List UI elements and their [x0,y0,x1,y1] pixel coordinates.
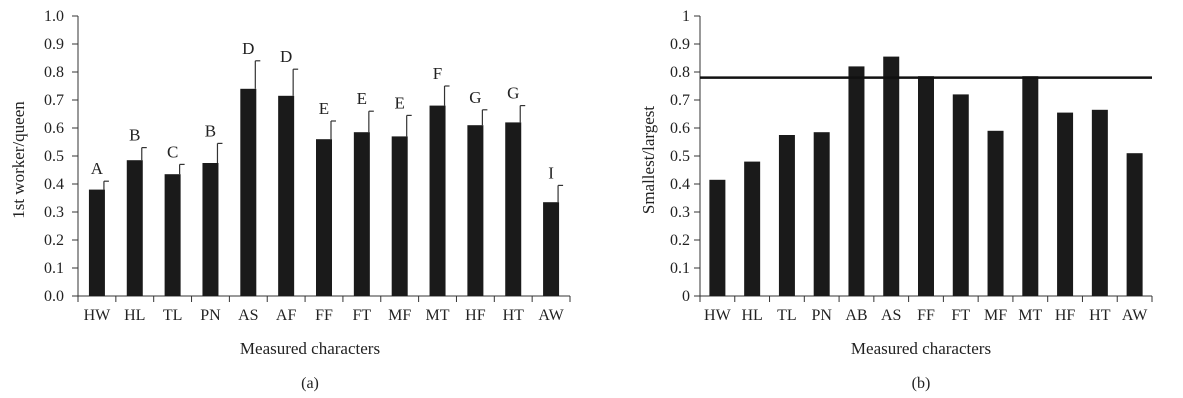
bar-b [848,66,865,297]
bar-a [164,174,181,296]
bar-a [240,88,257,296]
bar-b [952,94,969,297]
y-tick-label-b: 0.1 [670,260,690,277]
y-tick-label-a: 0.3 [44,204,64,221]
y-tick-label-b: 0.5 [670,148,690,165]
bar-a [278,95,295,296]
y-tick-label-b: 0.6 [670,120,690,137]
y-tick-label-a: 0.4 [44,176,64,193]
y-tick-label-b: 1 [682,8,690,25]
x-tick-label-a: HF [465,307,486,324]
bar-a [316,139,332,296]
x-tick-label-b: MF [984,307,1007,324]
x-tick-label-a: HW [84,307,112,324]
x-tick-label-a: HT [503,307,525,324]
y-tick-label-b: 0.4 [670,176,690,193]
y-tick-label-b: 0.9 [670,36,690,53]
x-tick-label-a: AS [238,307,258,324]
bar-b [1022,76,1039,296]
y-tick-label-b: 0.8 [670,64,690,81]
significance-label-a: C [167,142,178,161]
bar-a [88,189,105,296]
bar-a [543,202,560,296]
x-tick-label-b: FF [917,307,935,324]
y-tick-label-a: 0.1 [44,260,64,277]
chart-panel-b: Smallest/largest Measured characters (b)… [639,8,1153,392]
x-tick-label-b: HT [1089,307,1111,324]
x-tick-label-b: AW [1122,307,1148,324]
panel-caption-b: (b) [912,375,931,392]
x-tick-label-b: HW [704,307,732,324]
y-tick-label-a: 0.0 [44,288,64,305]
significance-label-a: D [280,47,292,66]
y-tick-label-b: 0.7 [670,92,690,109]
bar-a [353,132,370,296]
bar-b [709,179,726,296]
panel-caption-a: (a) [301,375,319,392]
bar-b [883,56,900,296]
significance-label-a: I [548,163,554,182]
x-tick-label-b: FT [951,307,970,324]
bar-a [505,122,522,297]
significance-label-a: E [319,99,329,118]
x-tick-label-b: HF [1055,307,1076,324]
x-tick-label-b: TL [777,307,797,324]
significance-label-a: B [205,121,216,140]
y-tick-label-a: 0.6 [44,120,64,137]
y-tick-label-a: 0.7 [44,92,64,109]
bar-b [744,161,761,296]
bar-a [429,105,446,296]
significance-label-a: D [242,39,254,58]
x-tick-label-a: MT [426,307,450,324]
significance-label-a: F [433,64,442,83]
bar-b [918,76,934,296]
bar-b [1091,109,1108,296]
bar-b [813,132,830,296]
x-tick-label-a: AW [538,307,564,324]
significance-label-a: G [469,88,481,107]
y-tick-label-a: 1.0 [44,8,64,25]
significance-label-a: E [394,93,404,112]
y-axis-title-b: Smallest/largest [639,106,658,215]
x-axis-title-a: Measured characters [240,339,380,358]
significance-label-a: A [91,159,104,178]
y-axis-title-a: 1st worker/queen [9,101,28,219]
x-tick-label-a: AF [276,307,297,324]
x-tick-label-b: HL [741,307,762,324]
bar-b [1057,112,1074,296]
x-axis-title-b: Measured characters [851,339,991,358]
bar-a [391,136,408,296]
x-tick-label-b: PN [811,307,832,324]
x-tick-label-a: FT [353,307,372,324]
y-tick-label-b: 0 [682,288,690,305]
x-tick-label-a: TL [163,307,183,324]
y-tick-label-b: 0.3 [670,204,690,221]
bar-b [778,135,795,296]
bar-a [467,125,484,296]
y-tick-label-a: 0.9 [44,36,64,53]
significance-label-a: G [507,84,519,103]
significance-label-a: B [129,126,140,145]
significance-label-a: E [357,89,367,108]
x-tick-label-b: AB [845,307,867,324]
x-tick-label-a: MF [388,307,411,324]
x-tick-label-a: HL [124,307,145,324]
chart-panel-a: 1st worker/queen Measured characters (a)… [9,8,571,392]
x-tick-label-a: FF [315,307,333,324]
bar-b [1126,153,1143,296]
bar-a [202,163,219,296]
bar-a [126,160,143,296]
y-tick-label-a: 0.2 [44,232,64,249]
x-tick-label-b: AS [881,307,901,324]
x-tick-label-b: MT [1018,307,1042,324]
y-tick-label-a: 0.5 [44,148,64,165]
x-tick-label-a: PN [200,307,221,324]
y-tick-label-b: 0.2 [670,232,690,249]
bar-b [987,130,1004,296]
y-tick-label-a: 0.8 [44,64,64,81]
